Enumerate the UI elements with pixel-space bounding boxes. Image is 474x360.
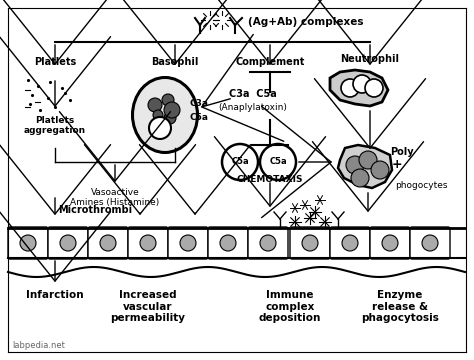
Text: (Ag+Ab) complexes: (Ag+Ab) complexes [248,17,364,27]
Text: Platlets
aggregation: Platlets aggregation [24,116,86,135]
FancyBboxPatch shape [48,227,88,259]
Circle shape [346,156,364,174]
FancyBboxPatch shape [8,227,48,259]
Circle shape [260,235,276,251]
Text: Infarction: Infarction [26,290,84,300]
Circle shape [260,144,296,180]
Circle shape [162,94,174,106]
Circle shape [342,235,358,251]
FancyBboxPatch shape [290,227,330,259]
Circle shape [100,235,116,251]
Circle shape [365,79,383,97]
Text: phogocytes: phogocytes [395,180,447,189]
Circle shape [164,112,176,124]
Circle shape [140,235,156,251]
Circle shape [422,235,438,251]
Text: Increased
vascular
permeability: Increased vascular permeability [110,290,185,323]
Circle shape [302,235,318,251]
Text: Microthrombi: Microthrombi [58,205,132,215]
Circle shape [220,235,236,251]
Text: Vasoactive
Amines (Histamine): Vasoactive Amines (Histamine) [70,188,160,207]
Polygon shape [338,145,392,188]
Circle shape [382,235,398,251]
Circle shape [155,120,165,130]
Text: Immune
complex
deposition: Immune complex deposition [259,290,321,323]
Circle shape [148,98,162,112]
Circle shape [164,102,180,118]
Text: C5a: C5a [190,113,209,122]
Circle shape [351,169,369,187]
Ellipse shape [133,77,198,153]
FancyBboxPatch shape [410,227,450,259]
Circle shape [149,117,171,139]
FancyBboxPatch shape [330,227,370,259]
Circle shape [341,79,359,97]
Circle shape [180,235,196,251]
FancyBboxPatch shape [128,227,168,259]
Circle shape [359,151,377,169]
FancyBboxPatch shape [208,227,248,259]
Circle shape [60,235,76,251]
Text: C3a: C3a [190,99,209,108]
Text: +: + [392,158,402,171]
Circle shape [222,144,258,180]
FancyBboxPatch shape [370,227,410,259]
Text: (Anaplylatoxin): (Anaplylatoxin) [219,103,287,112]
Text: labpedia.net: labpedia.net [12,341,65,350]
Circle shape [153,110,163,120]
FancyBboxPatch shape [168,227,208,259]
Text: C5a: C5a [231,158,249,166]
Text: Complement: Complement [235,57,305,67]
Text: C3a  C5a: C3a C5a [229,89,277,99]
Text: Basophil: Basophil [151,57,199,67]
Polygon shape [330,70,388,106]
FancyBboxPatch shape [248,227,288,259]
Circle shape [353,75,371,93]
Text: Platlets: Platlets [34,57,76,67]
Text: C5a: C5a [269,158,287,166]
Text: Neutrophil: Neutrophil [340,54,400,64]
Text: Poly: Poly [390,147,414,157]
Circle shape [371,161,389,179]
Circle shape [20,235,36,251]
Text: CHEMOTAXIS: CHEMOTAXIS [237,175,303,184]
FancyBboxPatch shape [88,227,128,259]
Text: Enzyme
release &
phagocytosis: Enzyme release & phagocytosis [361,290,439,323]
